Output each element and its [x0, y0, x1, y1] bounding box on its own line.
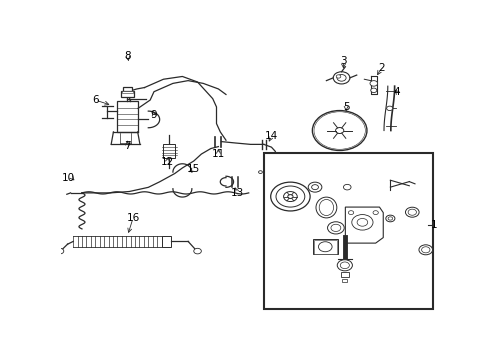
Circle shape [370, 88, 376, 93]
Text: 4: 4 [392, 87, 399, 97]
Circle shape [317, 114, 361, 147]
Ellipse shape [315, 197, 336, 218]
Bar [342, 279, 347, 282]
Circle shape [315, 113, 363, 148]
Circle shape [264, 168, 269, 172]
Circle shape [407, 209, 416, 215]
Bar [312, 239, 337, 255]
Bar [340, 272, 348, 277]
Circle shape [369, 81, 377, 86]
Circle shape [372, 211, 378, 215]
Circle shape [336, 75, 340, 78]
Circle shape [336, 75, 346, 81]
Bar [121, 91, 134, 97]
Circle shape [335, 127, 343, 134]
Text: 5: 5 [342, 102, 349, 112]
Text: 1: 1 [430, 220, 437, 230]
Text: 7: 7 [124, 141, 130, 151]
Text: 6: 6 [92, 95, 99, 105]
Circle shape [327, 122, 351, 139]
Bar [122, 91, 133, 93]
Circle shape [287, 195, 292, 198]
Circle shape [311, 185, 318, 190]
Circle shape [347, 211, 353, 215]
Text: 16: 16 [126, 213, 140, 223]
Ellipse shape [319, 199, 333, 216]
Circle shape [193, 248, 201, 254]
Circle shape [351, 215, 372, 230]
Polygon shape [345, 207, 383, 243]
Circle shape [307, 182, 321, 192]
Circle shape [56, 248, 63, 254]
Circle shape [330, 224, 340, 231]
Text: 12: 12 [160, 157, 174, 167]
Circle shape [405, 207, 418, 217]
Circle shape [332, 72, 349, 84]
Text: 11: 11 [211, 149, 224, 159]
Circle shape [318, 242, 331, 252]
Bar [163, 144, 175, 158]
Circle shape [340, 262, 348, 269]
Circle shape [387, 217, 392, 220]
Text: 3: 3 [340, 56, 346, 66]
Circle shape [270, 182, 309, 211]
Circle shape [313, 112, 365, 149]
Text: 2: 2 [377, 63, 384, 73]
Circle shape [275, 186, 304, 207]
Circle shape [319, 116, 359, 145]
Bar [117, 102, 138, 132]
Text: 13: 13 [230, 188, 244, 198]
Circle shape [418, 245, 432, 255]
Text: 9: 9 [150, 110, 157, 120]
Bar [161, 236, 171, 247]
Text: 8: 8 [124, 51, 130, 61]
Circle shape [421, 247, 429, 253]
Circle shape [337, 260, 352, 271]
Text: 10: 10 [62, 173, 75, 183]
Circle shape [356, 219, 367, 226]
Text: 15: 15 [187, 164, 200, 174]
Circle shape [283, 192, 297, 202]
Bar [122, 87, 132, 91]
Circle shape [258, 171, 262, 174]
Bar [313, 240, 336, 254]
Circle shape [312, 111, 366, 150]
Circle shape [343, 184, 350, 190]
Circle shape [385, 215, 394, 222]
Bar [264, 153, 432, 309]
Text: 14: 14 [264, 131, 278, 141]
Circle shape [386, 106, 392, 111]
Circle shape [327, 222, 344, 234]
